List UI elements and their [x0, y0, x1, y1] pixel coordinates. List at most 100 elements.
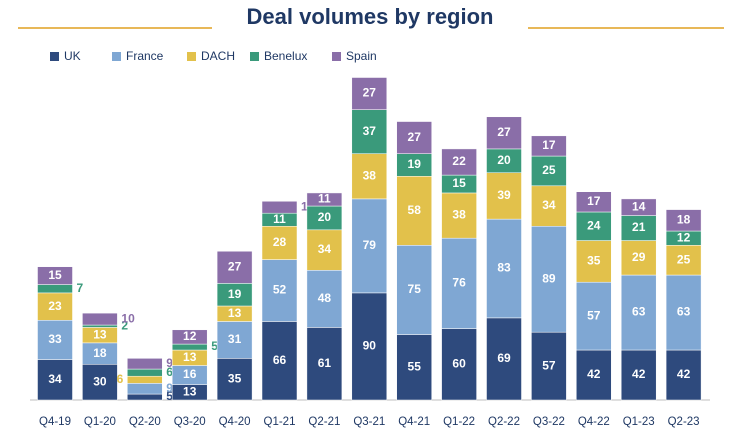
x-tick-label: Q2-22 — [488, 416, 520, 428]
bar-segment — [306, 229, 343, 271]
bar-segment — [37, 284, 73, 294]
segment-label: 21 — [632, 220, 646, 234]
legend-swatch — [50, 52, 59, 61]
segment-label: 33 — [48, 332, 62, 346]
x-tick-label: Q4-21 — [398, 416, 430, 428]
x-tick-label: Q2-20 — [129, 416, 161, 428]
bar-segment — [441, 328, 477, 401]
bar-segment — [396, 121, 432, 154]
segment-label: 83 — [497, 261, 511, 275]
bar-segment — [127, 383, 163, 395]
bar-segment — [620, 198, 657, 216]
bar-segment — [441, 237, 477, 329]
legend-label: Spain — [346, 49, 377, 63]
bar-segment — [127, 358, 163, 370]
x-tick-label: Q1-23 — [623, 416, 655, 428]
legend-label: France — [126, 49, 164, 63]
bar-segment — [127, 375, 163, 384]
segment-label: 9 — [166, 356, 173, 370]
bar-segment — [261, 226, 298, 260]
bar-segment — [576, 240, 612, 283]
segment-label: 14 — [632, 199, 646, 213]
bar-segment — [261, 201, 298, 214]
bar-segment — [216, 321, 253, 359]
bar-segment — [216, 251, 253, 284]
segment-label: 11 — [318, 192, 331, 206]
segment-label: 27 — [408, 130, 422, 144]
legend-swatch — [250, 52, 259, 61]
segment-label: 18 — [677, 212, 691, 226]
segment-label: 57 — [542, 358, 556, 372]
segment-label: 35 — [228, 371, 242, 385]
segment-label: 63 — [632, 305, 646, 319]
x-tick-label: Q1-22 — [443, 416, 475, 428]
segment-label: 22 — [452, 154, 466, 168]
segment-label: 58 — [408, 203, 422, 217]
segment-label: 13 — [183, 350, 197, 364]
x-tick-label: Q4-22 — [578, 416, 610, 428]
chart-title: Deal volumes by region — [247, 4, 494, 29]
x-tick-label: Q3-22 — [533, 416, 565, 428]
bar-segment — [531, 135, 567, 157]
bar-segment — [620, 274, 657, 351]
segment-label: 39 — [497, 188, 511, 202]
bar-segment — [306, 327, 343, 401]
segment-label: 55 — [408, 359, 422, 373]
segment-label: 5 — [211, 339, 218, 353]
bar-segment — [306, 192, 343, 207]
segment-label: 13 — [183, 384, 197, 398]
bar-segment — [396, 334, 432, 401]
segment-label: 13 — [228, 306, 242, 320]
segment-label: 28 — [273, 235, 287, 249]
segment-label: 27 — [228, 259, 242, 273]
segment-label: 17 — [587, 194, 601, 208]
legend-label: DACH — [201, 49, 235, 63]
segment-label: 76 — [452, 276, 466, 290]
legend-swatch — [112, 52, 121, 61]
bar-segment — [216, 358, 253, 401]
segment-label: 15 — [48, 268, 62, 282]
segment-label: 38 — [452, 208, 466, 222]
bar-segment — [396, 245, 432, 335]
segment-label: 57 — [587, 308, 601, 322]
segment-label: 61 — [318, 356, 332, 370]
segment-label: 5 — [166, 389, 173, 403]
segment-label: 29 — [632, 250, 646, 264]
segment-label: 52 — [273, 283, 287, 297]
bar-segment — [37, 292, 73, 321]
segment-label: 24 — [587, 218, 601, 232]
bar-segment — [620, 240, 657, 276]
segment-label: 48 — [318, 291, 332, 305]
bar-segment — [82, 312, 118, 326]
bar-segment — [665, 274, 702, 351]
bar-segment — [37, 359, 73, 401]
bar-segment — [171, 343, 208, 351]
bar-segment — [576, 281, 612, 351]
bar-segment — [665, 209, 702, 232]
bar-segment — [576, 349, 612, 401]
segment-label: 9 — [166, 381, 173, 395]
segment-label: 18 — [93, 346, 107, 360]
bar-segment — [576, 211, 612, 241]
segment-label: 20 — [497, 153, 511, 167]
bar-segment — [351, 77, 388, 110]
segment-label: 30 — [93, 374, 107, 388]
x-tick-label: Q4-19 — [39, 416, 71, 428]
bar-segment — [441, 192, 477, 239]
x-tick-label: Q4-20 — [219, 416, 251, 428]
bar-segment — [441, 148, 477, 176]
bar-segment — [261, 259, 298, 322]
segment-label: 17 — [542, 138, 556, 152]
segment-label: 42 — [632, 367, 646, 381]
bar-segment — [620, 349, 657, 401]
segment-label: 12 — [183, 329, 197, 343]
bar-segment — [531, 185, 567, 227]
segment-label: 35 — [587, 254, 601, 268]
bar-segment — [486, 116, 522, 150]
bar-segment — [396, 176, 432, 246]
bar-segment — [531, 331, 567, 401]
bar-segment — [261, 321, 298, 401]
segment-label: 34 — [542, 198, 556, 212]
bar-segment — [486, 218, 522, 319]
